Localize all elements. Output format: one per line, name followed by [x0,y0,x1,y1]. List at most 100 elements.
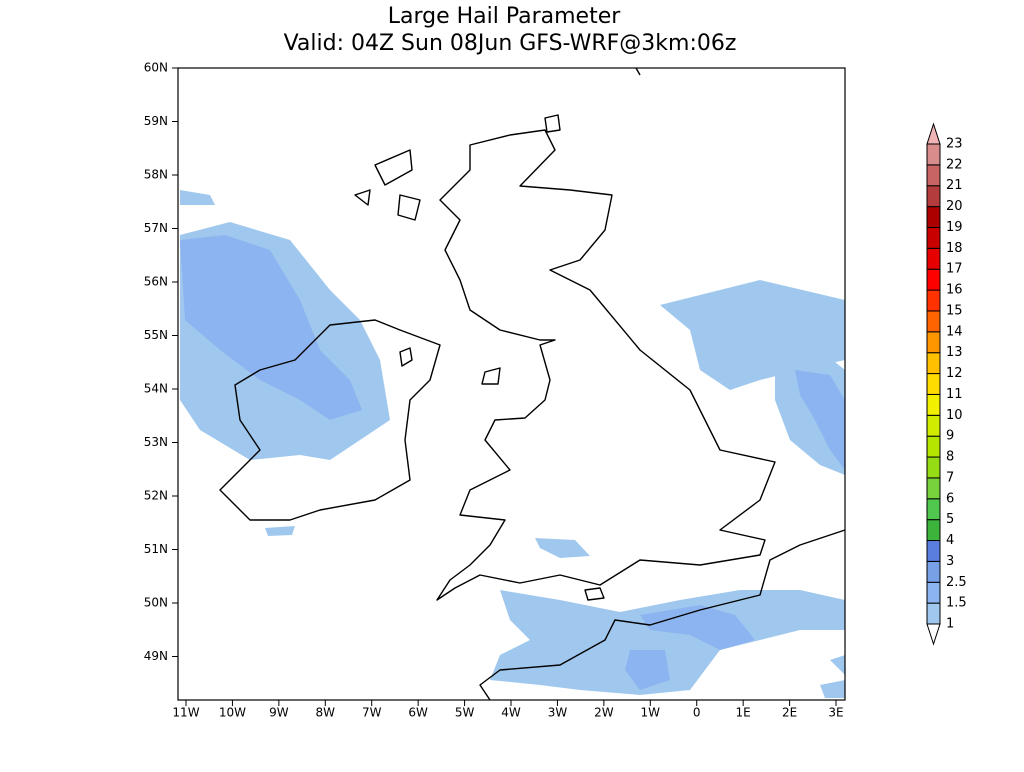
colorbar-box [926,498,941,521]
colorbar-label: 2.5 [946,575,967,590]
title: Large Hail Parameter [388,4,622,29]
colorbar: 1 1.5 2.5 3 4 5 6 7 8 9 10 11 12 13 14 15 16 17 18 19 20 21 22… [926,122,967,646]
lon-label: 6W [408,706,428,720]
colorbar-label: 13 [946,345,963,360]
colorbar-label: 21 [946,178,963,193]
lat-label: 52N [144,489,168,503]
colorbar-label: 3 [946,554,954,569]
colorbar-box [926,581,941,604]
lon-label: 1W [641,706,661,720]
hail-area [535,538,590,558]
hail-shading [180,190,845,698]
hail-area [265,526,295,536]
lon-label: 4W [501,706,521,720]
lon-label: 11W [172,706,199,720]
hail-area [180,190,215,205]
colorbar-label: 4 [946,533,954,548]
colorbar-box [926,519,941,542]
colorbar-label: 9 [946,429,954,444]
hebrides [354,149,421,221]
lat-label: 50N [144,596,168,610]
isle-of-wight [584,587,605,601]
colorbar-high [926,122,941,145]
colorbar-label: 11 [946,387,963,402]
norway-tip [635,67,641,76]
colorbar-box [926,268,941,291]
colorbar-label: 1 [946,617,954,632]
hail-area [795,370,845,470]
colorbar-label: 7 [946,470,954,485]
lat-label: 60N [144,61,168,75]
colorbar-box [926,393,941,416]
lon-label: 10W [219,706,246,720]
colorbar-label: 16 [946,283,963,298]
colorbar-box [926,477,941,500]
hail-area [490,590,845,695]
subtitle: Valid: 04Z Sun 08Jun GFS-WRF@3km:06z [284,31,737,56]
lon-label: 3E [828,706,843,720]
colorbar-label: 18 [946,241,963,256]
colorbar-low [926,623,941,646]
colorbar-label: 14 [946,324,963,339]
colorbar-box [926,435,941,458]
hail-area [625,650,670,690]
lon-label: 2E [782,706,797,720]
ireland [219,319,441,521]
colorbar-box [926,143,941,166]
coastlines [219,67,846,701]
colorbar-box [926,414,941,437]
hail-area [830,655,845,675]
colorbar-label: 10 [946,408,963,423]
lon-label: 7W [362,706,382,720]
isle-of-man [399,347,413,367]
orkney [544,114,561,133]
colorbar-label: 22 [946,157,963,172]
colorbar-box [926,164,941,187]
colorbar-label: 12 [946,366,963,381]
france-coast [479,529,846,701]
lat-label: 54N [144,382,168,396]
colorbar-box [926,352,941,375]
hail-area [180,235,362,420]
lat-label: 49N [144,649,168,663]
anglesey [481,367,501,385]
lat-label: 59N [144,114,168,128]
colorbar-box [926,206,941,228]
colorbar-box [926,226,941,249]
colorbar-box [926,560,941,583]
colorbar-box [926,602,941,625]
colorbar-label: 6 [946,491,954,506]
lon-label: 9W [269,706,289,720]
colorbar-label: 23 [946,137,963,152]
axes: 60N 59N 58N 57N 56N 55N 54N 53N 52N 51N 50N 49N 11W 1… [144,61,844,720]
colorbar-box [926,331,941,354]
great-britain [436,129,776,601]
colorbar-label: 20 [946,199,963,214]
lon-label: 5W [455,706,475,720]
colorbar-box [926,289,941,312]
colorbar-box [926,373,941,395]
lat-label: 53N [144,435,168,449]
colorbar-box [926,185,941,208]
hail-area [820,680,845,698]
colorbar-box [926,247,941,270]
lon-label: 3W [548,706,568,720]
colorbar-label: 8 [946,450,954,465]
lon-label: 1E [736,706,751,720]
lat-label: 51N [144,542,168,556]
lat-label: 56N [144,275,168,289]
lat-label: 58N [144,168,168,182]
colorbar-box [926,540,941,562]
lon-label: 2W [594,706,614,720]
lat-label: 57N [144,221,168,235]
lon-label: 8W [316,706,336,720]
lon-label: 0 [693,706,701,720]
colorbar-label: 1.5 [946,596,967,611]
colorbar-label: 5 [946,512,954,527]
colorbar-label: 15 [946,303,963,318]
hail-area [640,605,755,650]
colorbar-box [926,310,941,333]
colorbar-box [926,456,941,479]
